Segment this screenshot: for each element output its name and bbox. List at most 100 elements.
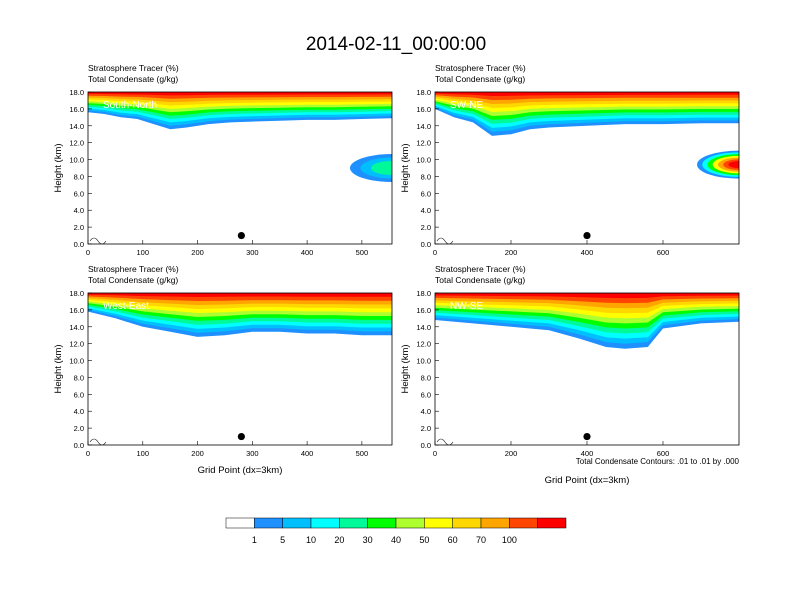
y-tick-label: 4.0 xyxy=(421,407,431,416)
y-tick-label: 14.0 xyxy=(69,122,84,131)
y-tick-label: 2.0 xyxy=(421,424,431,433)
location-marker xyxy=(237,231,245,240)
subtitle-condensate: Total Condensate (g/kg) xyxy=(435,275,525,285)
contour-note: Total Condensate Contours: .01 to .01 by… xyxy=(576,457,740,466)
x-tick-label: 500 xyxy=(356,449,369,458)
panel: SW-NE Stratosphere Tracer (%)Total Conden… xyxy=(400,63,740,257)
colorbar-label: 30 xyxy=(363,535,373,545)
condensate-contour xyxy=(436,438,454,445)
x-tick-label: 200 xyxy=(191,449,204,458)
y-tick-label: 18.0 xyxy=(416,88,431,97)
y-tick-label: 0.0 xyxy=(74,240,84,249)
plot-area xyxy=(435,92,739,244)
x-axis-label: Grid Point (dx=3km) xyxy=(545,475,630,486)
colorbar-swatch xyxy=(282,517,312,529)
y-tick-label: 10.0 xyxy=(416,156,431,165)
y-tick-label: 16.0 xyxy=(416,105,431,114)
y-tick-label: 6.0 xyxy=(421,390,431,399)
y-tick-label: 0.0 xyxy=(74,441,84,450)
y-tick-label: 10.0 xyxy=(69,357,84,366)
condensate-contour xyxy=(89,237,107,244)
y-tick-label: 12.0 xyxy=(416,139,431,148)
x-tick-label: 400 xyxy=(581,248,594,257)
colorbar-swatch xyxy=(480,517,510,529)
subtitle-tracer: Stratosphere Tracer (%) xyxy=(88,63,179,73)
colorbar-swatch xyxy=(395,517,425,529)
colorbar-label: 60 xyxy=(448,535,458,545)
x-tick-label: 0 xyxy=(86,248,90,257)
y-tick-label: 12.0 xyxy=(69,340,84,349)
panel-label: NW-SE xyxy=(450,301,483,312)
x-tick-label: 400 xyxy=(301,248,314,257)
x-tick-label: 200 xyxy=(191,248,204,257)
colorbar-swatch xyxy=(310,517,340,529)
tracer-band xyxy=(435,92,739,96)
tracer-band xyxy=(88,92,392,96)
y-tick-label: 6.0 xyxy=(74,189,84,198)
subtitle-condensate: Total Condensate (g/kg) xyxy=(88,74,178,84)
subtitle-condensate: Total Condensate (g/kg) xyxy=(435,74,525,84)
y-tick-label: 12.0 xyxy=(69,139,84,148)
subtitle-tracer: Stratosphere Tracer (%) xyxy=(435,63,526,73)
y-tick-label: 6.0 xyxy=(421,189,431,198)
colorbar-swatch xyxy=(424,517,453,529)
figure-title: 2014-02-11_00:00:00 xyxy=(306,34,486,55)
y-tick-label: 16.0 xyxy=(69,306,84,315)
y-tick-label: 10.0 xyxy=(416,357,431,366)
subtitle-condensate: Total Condensate (g/kg) xyxy=(88,275,178,285)
y-tick-label: 16.0 xyxy=(69,105,84,114)
colorbar-swatch xyxy=(367,517,397,529)
y-tick-label: 14.0 xyxy=(416,323,431,332)
y-tick-label: 18.0 xyxy=(416,289,431,298)
colorbar-swatch xyxy=(254,517,283,529)
x-tick-label: 300 xyxy=(246,248,259,257)
y-tick-label: 10.0 xyxy=(69,156,84,165)
y-axis-label: Height (km) xyxy=(400,344,411,393)
colorbar-label: 1 xyxy=(252,535,257,545)
x-tick-label: 400 xyxy=(581,449,594,458)
colorbar-swatch xyxy=(225,517,255,529)
y-tick-label: 14.0 xyxy=(69,323,84,332)
panel: South-North Stratosphere Tracer (%)Total … xyxy=(53,63,393,257)
y-tick-label: 2.0 xyxy=(74,223,84,232)
colorbar: 1 5 10 20 30 40 50 60 70 100 xyxy=(225,517,567,545)
tracer-band xyxy=(88,293,392,297)
y-tick-label: 8.0 xyxy=(421,373,431,382)
y-axis-label: Height (km) xyxy=(53,143,64,192)
colorbar-swatch xyxy=(509,517,538,529)
tracer-band xyxy=(435,293,739,299)
y-tick-label: 18.0 xyxy=(69,88,84,97)
x-tick-label: 400 xyxy=(301,449,314,458)
tracer-blob xyxy=(728,161,739,169)
x-tick-label: 600 xyxy=(657,449,670,458)
colorbar-swatch xyxy=(452,517,482,529)
x-axis-label: Grid Point (dx=3km) xyxy=(198,465,283,476)
y-tick-label: 8.0 xyxy=(74,172,84,181)
colorbar-label: 70 xyxy=(476,535,486,545)
x-tick-label: 0 xyxy=(86,449,90,458)
plot-area xyxy=(88,293,392,445)
x-tick-label: 300 xyxy=(246,449,259,458)
condensate-contour xyxy=(436,237,454,244)
y-axis-label: Height (km) xyxy=(400,143,411,192)
location-marker xyxy=(583,432,591,441)
panel-label: South-North xyxy=(103,100,157,111)
y-tick-label: 4.0 xyxy=(74,206,84,215)
colorbar-swatch xyxy=(339,517,368,529)
y-tick-label: 2.0 xyxy=(421,223,431,232)
x-tick-label: 600 xyxy=(657,248,670,257)
y-tick-label: 0.0 xyxy=(421,240,431,249)
y-tick-label: 8.0 xyxy=(74,373,84,382)
colorbar-label: 20 xyxy=(334,535,344,545)
condensate-contour xyxy=(89,438,107,445)
y-tick-label: 0.0 xyxy=(421,441,431,450)
plot-area xyxy=(435,293,739,445)
plot-area xyxy=(88,92,392,244)
panel-label: SW-NE xyxy=(450,100,483,111)
x-tick-label: 500 xyxy=(356,248,369,257)
y-axis-label: Height (km) xyxy=(53,344,64,393)
location-marker xyxy=(237,432,245,441)
colorbar-label: 100 xyxy=(502,535,517,545)
y-tick-label: 4.0 xyxy=(74,407,84,416)
